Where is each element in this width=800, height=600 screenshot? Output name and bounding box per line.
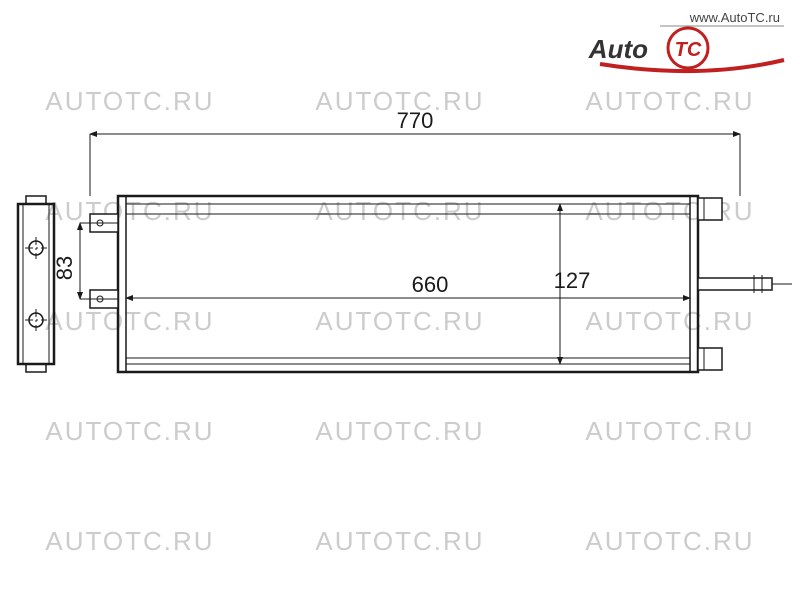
front-core-frame (126, 204, 690, 364)
watermark-text: AUTOTC.RU (585, 526, 754, 556)
watermark-text: AUTOTC.RU (45, 416, 214, 446)
watermark-text: AUTOTC.RU (45, 526, 214, 556)
watermark-text: AUTOTC.RU (45, 196, 214, 226)
watermark-text: AUTOTC.RU (585, 416, 754, 446)
dim-label-core_width: 660 (412, 272, 449, 297)
right-bracket (698, 348, 722, 370)
watermark-text: AUTOTC.RU (585, 196, 754, 226)
brand-logo: www.AutoTC.ru TC Auto (588, 10, 784, 71)
watermark-text: AUTOTC.RU (45, 86, 214, 116)
technical-drawing: AUTOTC.RU AUTOTC.RU AUTOTC.RU AUTOTC.RU AUTO… (0, 0, 800, 600)
dim-label-tab_pitch: 83 (52, 256, 77, 280)
watermark-text: AUTOTC.RU (585, 86, 754, 116)
watermark-text: AUTOTC.RU (315, 306, 484, 336)
logo-badge-text: TC (675, 39, 702, 61)
watermark-text: AUTOTC.RU (45, 306, 214, 336)
dim-label-core_height: 127 (554, 268, 591, 293)
watermark-text: AUTOTC.RU (315, 416, 484, 446)
watermark-text: AUTOTC.RU (315, 526, 484, 556)
outlet-pipe (698, 278, 772, 290)
watermark-layer: AUTOTC.RU AUTOTC.RU AUTOTC.RU AUTOTC.RU AUTO… (45, 86, 754, 556)
watermark-text: AUTOTC.RU (315, 196, 484, 226)
dim-label-overall_width: 770 (397, 108, 434, 133)
logo-url: www.AutoTC.ru (689, 10, 780, 25)
logo-auto: Auto (588, 34, 648, 64)
watermark-text: AUTOTC.RU (585, 306, 754, 336)
right-bracket (698, 198, 722, 220)
